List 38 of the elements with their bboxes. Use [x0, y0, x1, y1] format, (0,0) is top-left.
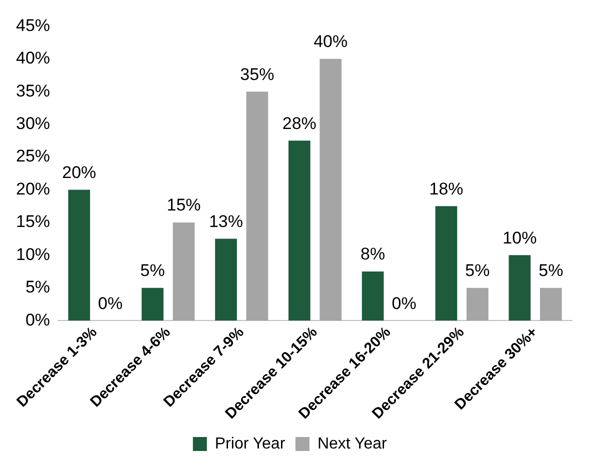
bar: [215, 238, 237, 321]
data-label: 5%: [465, 261, 490, 280]
data-label: 5%: [538, 261, 564, 280]
bar: [540, 288, 562, 321]
legend-label: Next Year: [317, 435, 388, 452]
y-tick-label: 10%: [16, 244, 50, 264]
data-label: 10%: [502, 228, 537, 248]
bar: [246, 92, 268, 321]
data-label: 0%: [392, 294, 416, 313]
legend-label: Prior Year: [214, 435, 286, 452]
y-tick-label: 45%: [16, 16, 50, 35]
data-label: 20%: [62, 162, 96, 182]
data-label: 8%: [360, 244, 386, 264]
data-label: 40%: [314, 32, 348, 52]
y-tick-label: 15%: [16, 212, 50, 232]
bar: [172, 222, 195, 321]
y-tick-label: 5%: [25, 278, 50, 297]
data-label: 5%: [140, 261, 165, 280]
y-tick-label: 20%: [16, 179, 50, 198]
bar: [142, 288, 164, 321]
data-label: 0%: [98, 294, 123, 313]
y-tick-label: 30%: [16, 114, 50, 134]
data-label: 15%: [166, 196, 201, 215]
data-label: 35%: [240, 64, 274, 84]
data-label: 13%: [208, 212, 243, 231]
bar: [508, 255, 531, 321]
bar: [288, 140, 310, 321]
bar: [435, 206, 458, 321]
data-label: 28%: [282, 114, 316, 133]
bar: [320, 58, 342, 321]
bar: [362, 272, 384, 321]
y-tick-label: 35%: [16, 81, 50, 100]
y-tick-label: 25%: [16, 146, 50, 166]
bar: [68, 190, 90, 321]
y-tick-label: 0%: [25, 310, 50, 330]
bar: [466, 288, 488, 321]
data-label: 18%: [429, 179, 464, 198]
y-tick-label: 40%: [16, 48, 50, 68]
